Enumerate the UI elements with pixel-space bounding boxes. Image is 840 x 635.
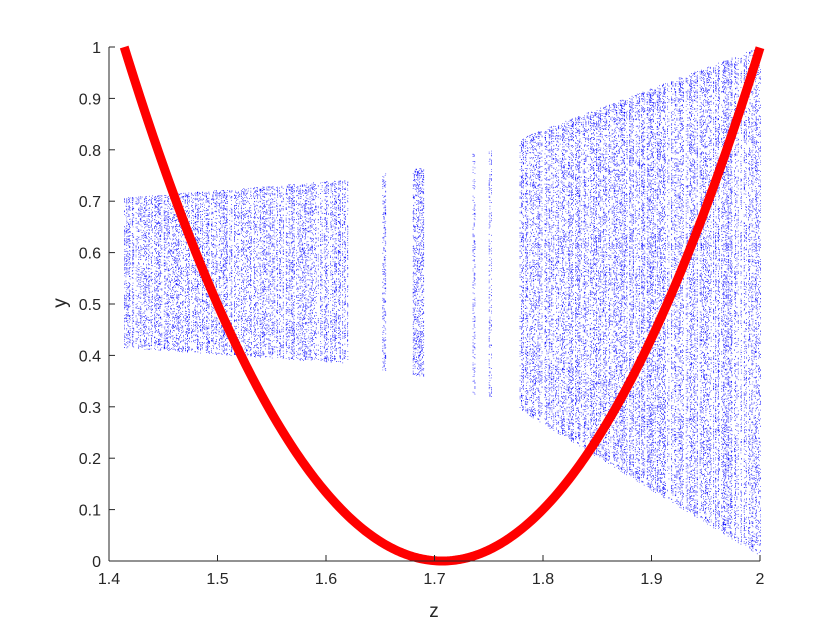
scatter-points (412, 168, 425, 377)
x-tick-label: 1.6 (315, 571, 337, 588)
y-tick-label: 0.2 (79, 451, 101, 468)
x-tick-label: 1.9 (640, 571, 662, 588)
scatter-points (124, 180, 349, 364)
scatter-points (488, 150, 492, 397)
y-tick-label: 0 (92, 554, 101, 571)
scatter-series (124, 48, 761, 555)
y-tick-label: 0.7 (79, 194, 101, 211)
y-tick-label: 0.6 (79, 246, 101, 263)
x-tick-label: 1.7 (423, 571, 445, 588)
x-tick-label: 1.5 (206, 571, 228, 588)
x-tick-label: 1.4 (98, 571, 120, 588)
scatter-band-2 (412, 168, 425, 377)
scatter-points (472, 153, 476, 395)
y-tick-label: 0.4 (79, 348, 101, 365)
y-tick-label: 0.5 (79, 297, 101, 314)
y-tick-label: 0.1 (79, 503, 101, 520)
y-tick-label: 0.9 (79, 91, 101, 108)
x-tick-label: 2 (756, 571, 765, 588)
x-tick-label: 1.8 (532, 571, 554, 588)
scatter-points (382, 173, 387, 371)
y-tick-label: 0.3 (79, 400, 101, 417)
y-tick-label: 1 (92, 40, 101, 57)
scatter-band-3 (472, 153, 476, 395)
scatter-band-4 (488, 150, 492, 397)
scatter-band-1 (382, 173, 387, 371)
y-tick-label: 0.8 (79, 143, 101, 160)
scatter-band-0 (124, 180, 349, 364)
axes (108, 46, 761, 562)
y-axis-label: y (50, 298, 71, 308)
tick-labels: 1.4 1.5 1.6 1.7 1.8 1.9 2 0 0.1 0.2 0.3 0.4 0.5 0.6 0.… (79, 40, 765, 588)
x-axis-label: z (429, 601, 439, 622)
